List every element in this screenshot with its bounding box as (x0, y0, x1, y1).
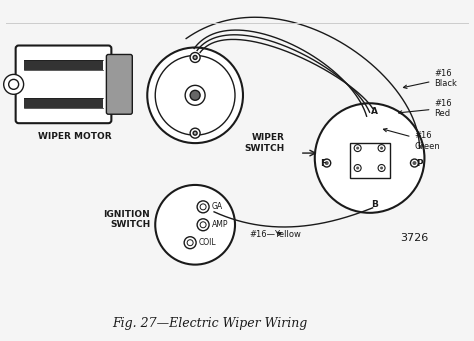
Text: #16—Yellow: #16—Yellow (249, 230, 301, 239)
Circle shape (193, 131, 197, 135)
Circle shape (190, 128, 200, 138)
Circle shape (380, 147, 383, 150)
Text: #16
Black: #16 Black (403, 69, 457, 88)
Text: #16
Green: #16 Green (383, 129, 440, 151)
Circle shape (378, 145, 385, 152)
Text: A: A (371, 107, 378, 116)
Circle shape (185, 85, 205, 105)
Circle shape (378, 164, 385, 172)
Circle shape (380, 166, 383, 169)
Circle shape (356, 166, 359, 169)
Text: IGNITION
SWITCH: IGNITION SWITCH (103, 210, 150, 229)
Circle shape (200, 222, 206, 228)
Circle shape (356, 147, 359, 150)
Bar (350, 143, 390, 178)
Circle shape (323, 159, 331, 167)
Circle shape (197, 201, 209, 213)
Circle shape (9, 79, 18, 89)
Circle shape (190, 90, 200, 100)
Circle shape (197, 219, 209, 231)
Text: GA: GA (212, 202, 223, 211)
Text: P: P (416, 159, 423, 167)
Circle shape (200, 204, 206, 210)
Text: B: B (371, 201, 378, 209)
Circle shape (190, 53, 200, 62)
Circle shape (184, 237, 196, 249)
Circle shape (354, 164, 361, 172)
Text: COIL: COIL (199, 238, 217, 247)
Circle shape (315, 103, 424, 213)
Text: AMP: AMP (212, 220, 228, 229)
Text: #16
Red: #16 Red (399, 99, 452, 118)
Circle shape (187, 240, 193, 246)
Circle shape (325, 161, 329, 165)
Circle shape (4, 74, 24, 94)
Circle shape (410, 159, 419, 167)
Bar (24, 60, 103, 70)
Text: 3726: 3726 (401, 233, 428, 243)
Circle shape (193, 56, 197, 59)
Circle shape (155, 56, 235, 135)
Text: WIPER MOTOR: WIPER MOTOR (37, 132, 111, 141)
FancyBboxPatch shape (106, 55, 132, 114)
Circle shape (155, 185, 235, 265)
Bar (24, 98, 103, 108)
Text: Fig. 27—Electric Wiper Wiring: Fig. 27—Electric Wiper Wiring (112, 317, 308, 330)
Circle shape (147, 47, 243, 143)
Text: F: F (319, 159, 326, 167)
Circle shape (412, 161, 417, 165)
Text: WIPER
SWITCH: WIPER SWITCH (245, 133, 285, 153)
Circle shape (354, 145, 361, 152)
FancyBboxPatch shape (16, 45, 111, 123)
